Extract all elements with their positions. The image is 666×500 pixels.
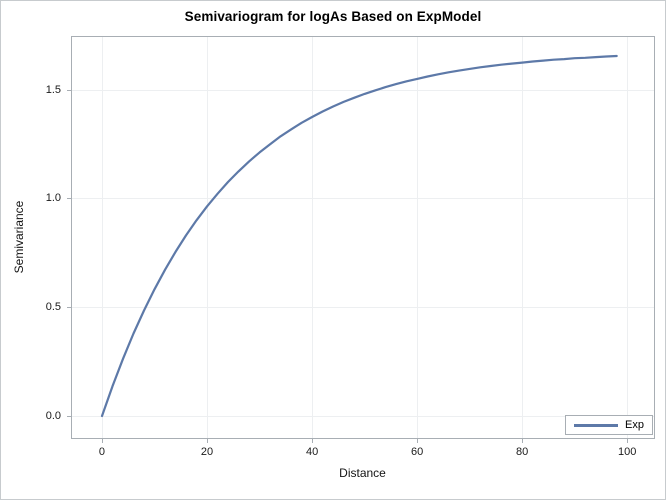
x-tick-label: 0	[98, 446, 106, 458]
y-tick-label: 1.5	[45, 83, 61, 96]
y-axis-label: Semivariance	[12, 200, 26, 274]
x-tick-label: 80	[516, 446, 529, 458]
plot-frame	[71, 36, 655, 439]
legend: Exp	[565, 415, 653, 435]
x-tick-label: 100	[618, 446, 637, 458]
x-tick-label: 20	[200, 446, 214, 458]
y-tick-label: 0.0	[45, 410, 61, 423]
x-tick-label: 40	[305, 446, 319, 458]
chart-title: Semivariogram for logAs Based on ExpMode…	[184, 9, 482, 24]
y-tick-label: 0.5	[45, 301, 61, 314]
y-tick-label: 1.0	[45, 192, 61, 205]
x-tick-label: 60	[410, 446, 424, 458]
legend-label: Exp	[625, 419, 644, 431]
series-line-exp	[100, 54, 618, 418]
x-axis-label: Distance	[339, 466, 386, 480]
legend-line-swatch	[574, 423, 619, 427]
